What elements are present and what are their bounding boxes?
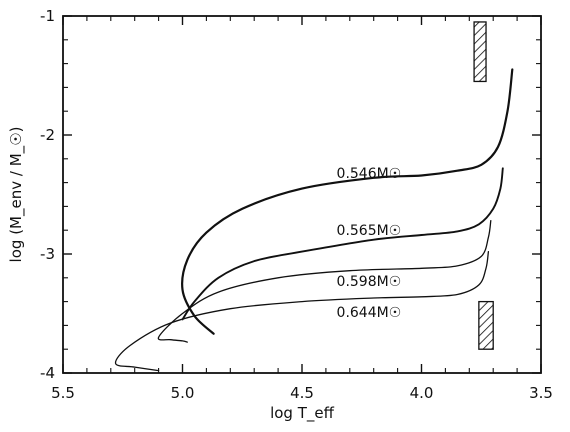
curve-labels: 0.546M☉ 0.565M☉ 0.598M☉ 0.644M☉: [337, 166, 402, 321]
series-line: [114, 250, 490, 372]
curve-label: 0.598M☉: [337, 274, 402, 290]
hatched-region: [473, 21, 487, 83]
series-line: [157, 220, 492, 343]
x-tick-label: 3.5: [529, 384, 553, 402]
x-axis-title: log T_eff: [270, 404, 335, 423]
axes: 5.5 5.0 4.5 4.0 3.5 -1 -2 -3 -4 log T_eff log (M_e…: [7, 7, 553, 423]
y-tick-label: -1: [40, 7, 55, 25]
x-tick-label: 4.0: [410, 384, 434, 402]
hatched-regions: [473, 21, 494, 350]
x-tick-label: 5.0: [171, 384, 195, 402]
y-axis-title: log (M_env / M_☉): [7, 127, 26, 263]
series-line: [181, 68, 514, 335]
hatched-region: [478, 300, 494, 350]
y-tick-label: -2: [40, 126, 55, 144]
curve-label: 0.546M☉: [337, 166, 402, 182]
series-lines: [114, 68, 514, 372]
y-tick-label: -4: [40, 364, 55, 382]
x-tick-label: 4.5: [290, 384, 314, 402]
curve-label: 0.644M☉: [337, 305, 402, 321]
x-tick-label: 5.5: [51, 384, 75, 402]
curve-label: 0.565M☉: [337, 223, 402, 239]
series-line: [181, 167, 504, 321]
y-tick-label: -3: [40, 245, 55, 263]
plot-frame: [62, 15, 542, 374]
